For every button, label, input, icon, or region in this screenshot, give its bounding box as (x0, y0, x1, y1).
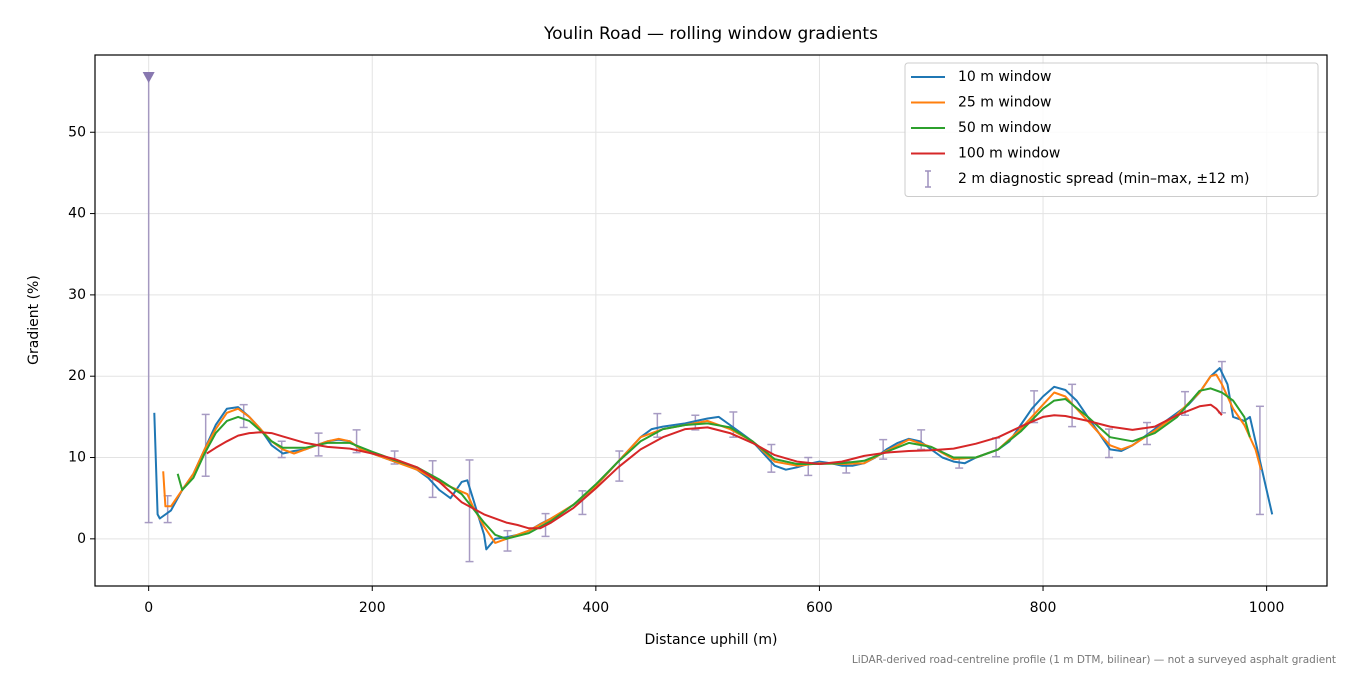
error-bar (578, 490, 587, 516)
plot (142, 71, 1274, 563)
error-bar (1143, 421, 1152, 446)
y-axis-label: Gradient (%) (26, 275, 42, 365)
line-series (176, 387, 1251, 540)
legend-box (904, 62, 1319, 197)
legend-label: 50 m window (958, 120, 1051, 136)
x-axis-label: Distance uphill (m) (645, 632, 778, 648)
line-series (153, 367, 1274, 551)
error-bar (503, 529, 512, 552)
peak-marker (142, 71, 155, 83)
plot-frame (94, 54, 1328, 587)
error-bar (144, 74, 153, 524)
error-bar (804, 456, 813, 477)
y-tick-label: 10 (68, 450, 86, 466)
legend-label: 10 m window (958, 69, 1051, 85)
x-tick-label: 0 (144, 600, 153, 616)
y-tick-label: 20 (68, 368, 86, 384)
y-tick-label: 30 (68, 287, 86, 303)
error-bar (239, 403, 248, 429)
line-series (162, 373, 1262, 544)
y-tick-label: 50 (68, 124, 86, 140)
line-series (206, 403, 1223, 530)
error-bar (465, 459, 474, 563)
error-bar (917, 429, 926, 451)
error-bar (992, 437, 1001, 458)
error-bar (879, 438, 888, 460)
error-bar (352, 429, 361, 454)
x-tick-label: 1000 (1249, 600, 1285, 616)
chart-title: Youlin Road — rolling window gradients (543, 24, 878, 44)
x-tick-label: 800 (1030, 600, 1057, 616)
x-tick-label: 400 (582, 600, 609, 616)
footnote: LiDAR-derived road-centreline profile (1… (852, 654, 1336, 666)
legend-label: 25 m window (958, 95, 1051, 111)
error-bar (729, 411, 738, 438)
x-tick-label: 200 (359, 600, 386, 616)
y-tick-label: 40 (68, 206, 86, 222)
legend-label: 2 m diagnostic spread (min–max, ±12 m) (958, 171, 1249, 187)
x-tick-label: 600 (806, 600, 833, 616)
legend-label: 100 m window (958, 146, 1060, 162)
y-tick-label: 0 (77, 531, 86, 547)
